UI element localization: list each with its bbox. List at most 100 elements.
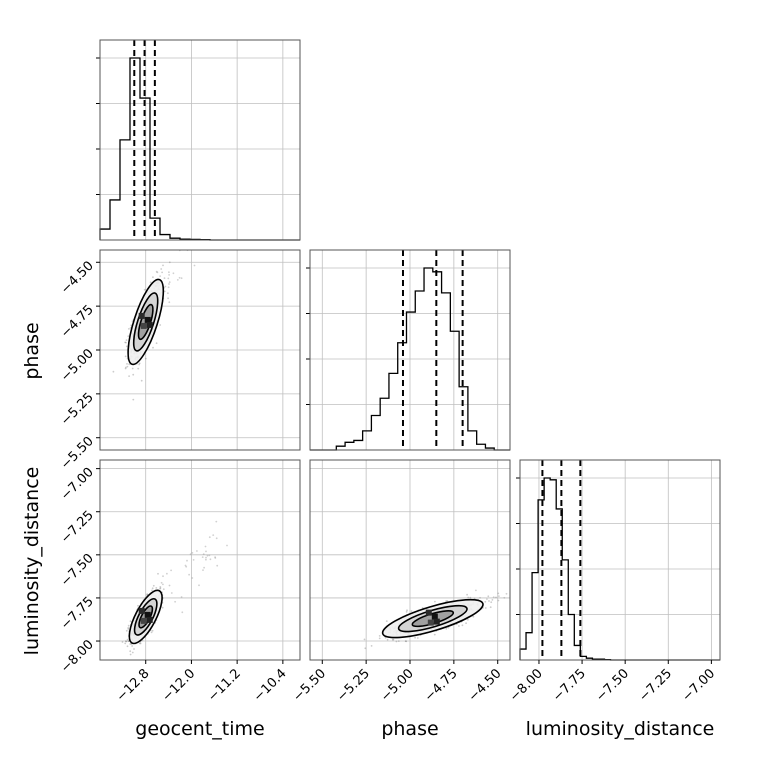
scatter-point bbox=[137, 604, 139, 607]
scatter-point bbox=[434, 600, 436, 603]
scatter-point bbox=[487, 595, 490, 598]
scatter-point bbox=[386, 638, 389, 641]
scatter-point bbox=[121, 641, 124, 643]
scatter-point bbox=[125, 366, 127, 369]
scatter-point bbox=[205, 550, 207, 553]
scatter-point bbox=[363, 638, 366, 641]
scatter-point bbox=[168, 281, 171, 283]
scatter-point bbox=[127, 640, 130, 642]
scatter-point bbox=[479, 596, 481, 599]
scatter-point bbox=[162, 583, 164, 586]
scatter-point bbox=[492, 596, 495, 598]
panel-background bbox=[520, 460, 720, 660]
scatter-point bbox=[138, 362, 141, 365]
density-cell bbox=[140, 617, 147, 624]
scatter-point bbox=[157, 572, 159, 575]
scatter-point bbox=[168, 271, 170, 274]
scatter-point bbox=[138, 642, 141, 645]
scatter-point bbox=[178, 276, 181, 279]
scatter-point bbox=[127, 328, 130, 330]
panel-frame bbox=[99, 39, 301, 241]
scatter-point bbox=[166, 572, 168, 575]
x-axis-label-luminosity-distance: luminosity_distance bbox=[526, 718, 715, 740]
scatter-point bbox=[489, 606, 492, 609]
scatter-point bbox=[446, 600, 449, 602]
scatter-point bbox=[160, 268, 163, 270]
scatter-point bbox=[490, 601, 493, 604]
scatter-point bbox=[151, 589, 153, 592]
scatter-point bbox=[495, 596, 497, 599]
scatter-point bbox=[146, 593, 149, 596]
scatter-point bbox=[391, 638, 394, 641]
scatter-point bbox=[186, 559, 188, 562]
scatter-point bbox=[466, 593, 468, 596]
density-cell bbox=[138, 607, 145, 614]
scatter-point bbox=[160, 581, 163, 584]
scatter-point bbox=[162, 588, 165, 591]
scatter-point bbox=[163, 290, 166, 293]
scatter-point bbox=[486, 598, 488, 600]
scatter-point bbox=[159, 275, 162, 277]
scatter-point bbox=[137, 367, 140, 370]
scatter-point bbox=[124, 355, 127, 358]
scatter-luminosity-distance-vs-phase bbox=[309, 459, 511, 661]
scatter-point bbox=[132, 373, 135, 376]
scatter-point bbox=[176, 279, 179, 281]
scatter-point bbox=[174, 600, 177, 603]
scatter-point bbox=[497, 592, 500, 595]
scatter-point bbox=[208, 536, 211, 539]
scatter-point bbox=[131, 651, 134, 654]
scatter-point bbox=[127, 627, 130, 629]
scatter-point bbox=[475, 589, 477, 592]
y-axis-label-luminosity-distance: luminosity_distance bbox=[21, 467, 43, 656]
scatter-point bbox=[461, 624, 464, 627]
scatter-point bbox=[161, 606, 164, 609]
scatter-point bbox=[378, 635, 381, 637]
scatter-point bbox=[125, 345, 128, 348]
scatter-point bbox=[467, 618, 469, 621]
scatter-point bbox=[127, 335, 130, 338]
scatter-point bbox=[127, 624, 130, 627]
scatter-point bbox=[497, 599, 500, 602]
scatter-point bbox=[180, 277, 183, 280]
scatter-point bbox=[414, 636, 416, 639]
scatter-point bbox=[172, 272, 175, 275]
scatter-point bbox=[152, 346, 154, 349]
scatter-point bbox=[155, 270, 158, 273]
scatter-point bbox=[129, 653, 132, 656]
scatter-point bbox=[185, 565, 188, 568]
scatter-point bbox=[126, 363, 128, 365]
scatter-point bbox=[385, 620, 388, 622]
scatter-point bbox=[156, 271, 159, 274]
scatter-point bbox=[167, 297, 170, 300]
scatter-point bbox=[125, 629, 128, 632]
scatter-point bbox=[226, 544, 228, 547]
scatter-point bbox=[128, 375, 131, 377]
scatter-point bbox=[202, 569, 204, 571]
scatter-point bbox=[467, 596, 470, 599]
scatter-point bbox=[127, 628, 130, 630]
scatter-point bbox=[167, 277, 170, 280]
scatter-point bbox=[144, 357, 147, 360]
scatter-point bbox=[215, 537, 218, 540]
scatter-point bbox=[445, 627, 448, 630]
scatter-point bbox=[124, 642, 127, 645]
scatter-point bbox=[370, 645, 373, 647]
scatter-point bbox=[168, 301, 171, 304]
scatter-luminosity-distance-vs-geocent-time bbox=[99, 459, 301, 661]
scatter-point bbox=[162, 575, 164, 578]
scatter-point bbox=[205, 556, 207, 559]
scatter-point bbox=[392, 638, 395, 641]
scatter-point bbox=[189, 553, 192, 556]
scatter-point bbox=[151, 587, 154, 590]
scatter-point bbox=[405, 640, 408, 643]
x-axis-label-phase: phase bbox=[381, 718, 438, 740]
scatter-point bbox=[155, 587, 158, 589]
scatter-point bbox=[447, 626, 450, 629]
scatter-point bbox=[138, 363, 141, 366]
scatter-point bbox=[465, 622, 467, 625]
scatter-point bbox=[201, 556, 204, 558]
scatter-point bbox=[216, 564, 219, 567]
scatter-point bbox=[384, 636, 387, 639]
density-cell bbox=[146, 321, 153, 328]
